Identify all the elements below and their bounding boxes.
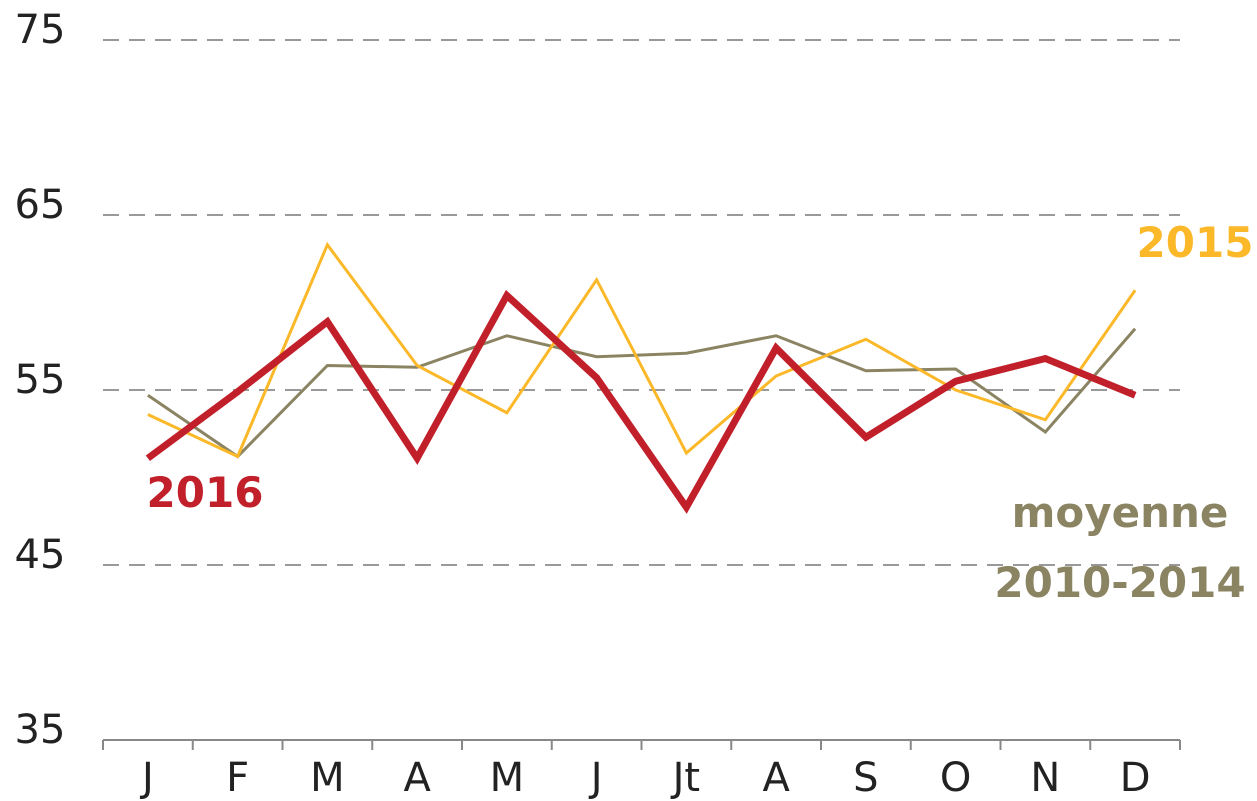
series-label: 2016 [146,468,264,517]
x-tick-label: A [403,755,431,801]
x-tick-label: O [940,755,971,801]
series-label: 2015 [1136,218,1254,267]
x-tick-label: Jt [670,755,700,801]
x-tick-label: A [762,755,790,801]
y-tick-label: 65 [15,182,66,228]
series-line [145,289,1137,514]
x-tick-label: J [588,755,603,801]
series-line [147,241,1137,459]
y-tick-label: 35 [15,707,66,753]
x-tick-label: J [139,755,154,801]
x-tick-label: M [490,755,525,801]
y-tick-label: 45 [15,532,66,578]
y-tick-label: 75 [15,7,66,53]
x-tick-label: D [1120,755,1151,801]
x-tick-label: F [226,755,249,801]
x-tick-label: N [1030,755,1060,801]
series-label: moyenne 2010-2014 [994,488,1246,607]
y-tick-label: 55 [15,357,66,403]
x-tick-label: M [310,755,345,801]
x-tick-label: S [853,755,878,801]
